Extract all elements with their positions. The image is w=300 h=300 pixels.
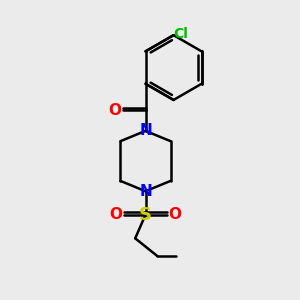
- Text: N: N: [139, 123, 152, 138]
- Text: O: O: [110, 207, 123, 222]
- Text: O: O: [169, 207, 182, 222]
- Text: N: N: [139, 184, 152, 199]
- Text: O: O: [109, 103, 122, 118]
- Text: S: S: [139, 206, 152, 224]
- Text: Cl: Cl: [173, 27, 188, 41]
